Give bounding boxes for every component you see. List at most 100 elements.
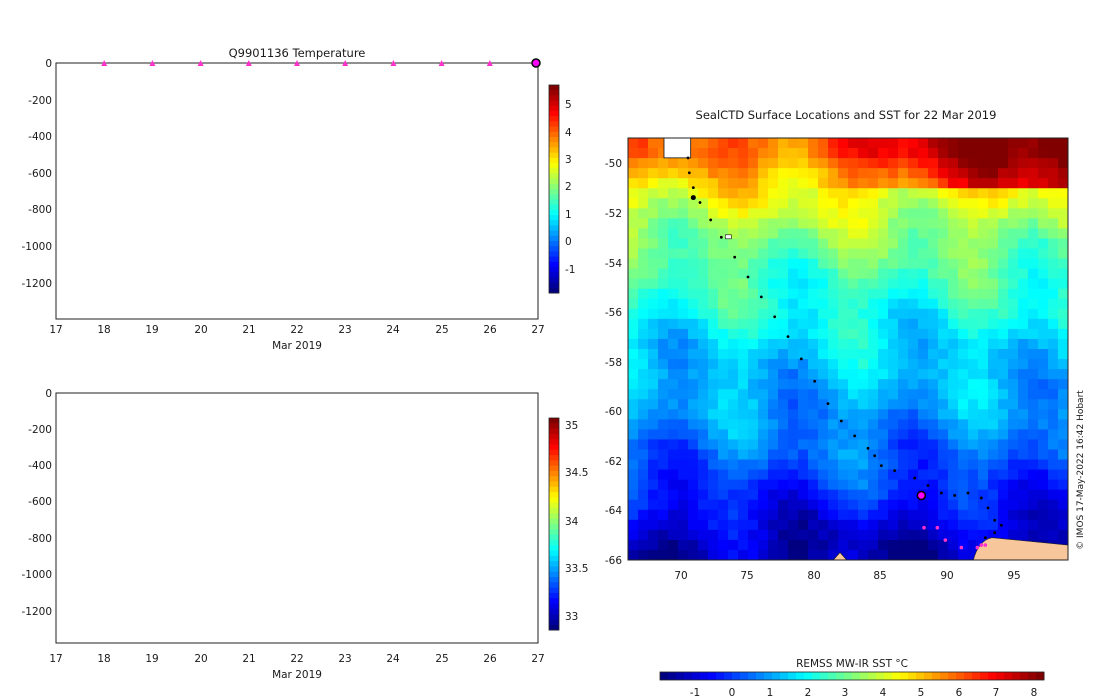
sst-cell <box>678 308 689 320</box>
sst-cell <box>1048 148 1059 159</box>
sst-cell <box>838 499 849 511</box>
sst-cell <box>798 409 809 420</box>
sst-cell <box>868 509 879 521</box>
sst-cell <box>838 168 849 179</box>
sst-cell <box>638 228 649 239</box>
sst-cell <box>978 389 989 400</box>
sst-cell <box>668 529 679 541</box>
sst-cell <box>858 298 869 310</box>
sst-cell <box>838 208 849 219</box>
colorbar-swatch <box>1004 672 1013 680</box>
sst-cell <box>1048 389 1059 400</box>
sst-cell <box>798 278 809 290</box>
sst-cell <box>748 349 759 360</box>
sst-cell <box>748 479 759 491</box>
sst-cell <box>808 399 819 410</box>
sst-cell <box>808 529 819 541</box>
sst-cell <box>658 298 669 310</box>
sst-cell <box>898 258 909 270</box>
map-lat-tick: -58 <box>605 357 622 369</box>
sst-cell <box>948 379 959 390</box>
sst-cell <box>838 238 849 250</box>
colorbar-swatch <box>549 571 559 578</box>
sst-cell <box>948 318 959 330</box>
sst-cell <box>848 198 859 209</box>
sst-cell <box>828 198 839 209</box>
sst-cell <box>658 459 669 471</box>
salinity-y-tick: -1000 <box>21 569 52 581</box>
sst-cell <box>1008 288 1019 300</box>
sst-cell <box>658 268 669 280</box>
sst-cell <box>768 138 779 149</box>
sst-cell <box>738 188 749 199</box>
sst-cell <box>678 379 689 390</box>
sst-cell <box>668 248 679 260</box>
sst-cell <box>668 218 679 229</box>
sst-cell <box>688 439 699 450</box>
sst-cell <box>778 379 789 390</box>
sst-cell <box>1028 489 1039 501</box>
sst-cell <box>638 359 649 370</box>
sst-cell <box>818 218 829 229</box>
sst-cell <box>768 178 779 189</box>
sst-cell <box>768 409 779 420</box>
sst-cell <box>688 158 699 169</box>
sst-cell <box>798 419 809 430</box>
sst-cell <box>988 359 999 370</box>
sst-cell <box>1028 318 1039 330</box>
sst-cell <box>958 399 969 410</box>
sst-cell <box>978 148 989 159</box>
sst-cell <box>968 489 979 501</box>
sst-cell <box>978 288 989 300</box>
sst-cell <box>1048 459 1059 471</box>
salinity-x-tick: 17 <box>49 653 62 665</box>
salinity-x-tick: 18 <box>97 653 110 665</box>
sst-cell <box>928 198 939 209</box>
sst-cell <box>1048 489 1059 501</box>
sst-cell <box>638 328 649 340</box>
sst-cell <box>768 208 779 219</box>
temperature-x-tick: 25 <box>435 324 448 336</box>
sst-cell <box>628 298 639 310</box>
sst-cell <box>688 479 699 491</box>
sst-colorbar-tick: 4 <box>880 687 887 699</box>
sst-cell <box>938 549 949 560</box>
sst-cell <box>678 338 689 350</box>
sst-cell <box>1038 338 1049 350</box>
sst-cell <box>708 168 719 179</box>
sst-cell <box>728 148 739 159</box>
sst-cell <box>1038 499 1049 511</box>
sst-cell <box>748 188 759 199</box>
sst-cell <box>938 479 949 491</box>
sst-cell <box>718 188 729 199</box>
sst-cell <box>678 238 689 250</box>
sst-cell <box>998 499 1009 511</box>
sst-cell <box>738 399 749 410</box>
sst-cell <box>1018 318 1029 330</box>
track-point <box>813 379 817 383</box>
sst-cell <box>728 459 739 471</box>
sst-cell <box>1008 188 1019 199</box>
sst-cell <box>688 369 699 380</box>
track-point <box>953 494 957 497</box>
sst-cell <box>988 138 999 149</box>
sst-cell <box>768 359 779 370</box>
sst-cell <box>798 238 809 250</box>
colorbar-swatch <box>996 672 1005 680</box>
sst-cell <box>758 338 769 350</box>
sst-cell <box>678 459 689 471</box>
sst-cell <box>808 228 819 239</box>
colorbar-swatch <box>549 550 559 557</box>
track-point <box>759 295 763 299</box>
sst-cell <box>1008 308 1019 320</box>
sst-cell <box>888 389 899 400</box>
sst-cell <box>948 409 959 420</box>
colorbar-swatch <box>549 204 559 211</box>
surface-marker <box>342 60 349 66</box>
sst-cell <box>788 208 799 219</box>
map-lat-tick: -50 <box>605 158 622 170</box>
sst-cell <box>848 439 859 450</box>
sst-cell <box>668 409 679 420</box>
sst-cell <box>958 228 969 239</box>
sst-cell <box>978 509 989 521</box>
